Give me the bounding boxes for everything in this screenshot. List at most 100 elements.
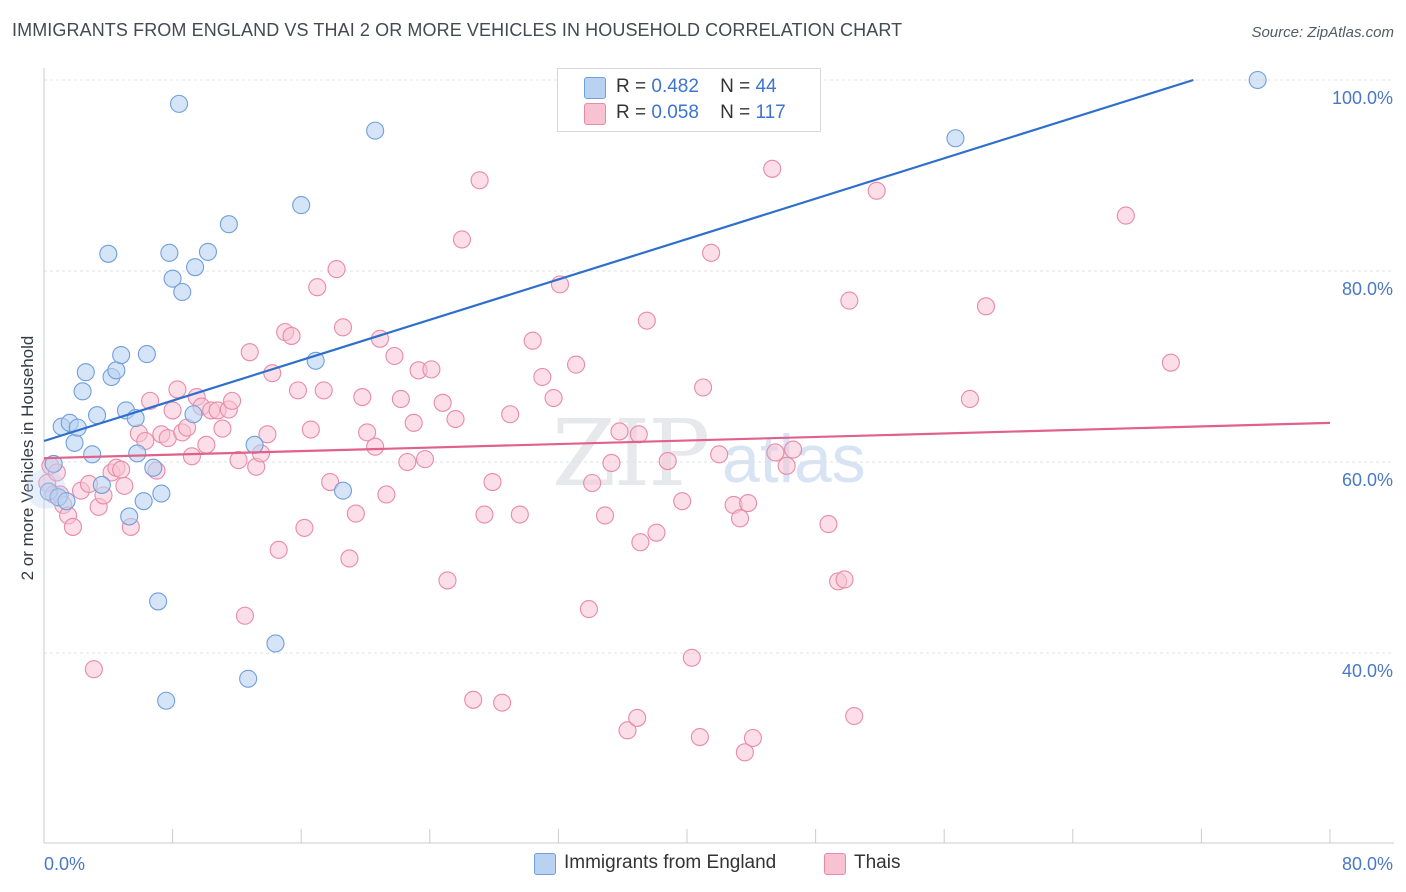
thais-point	[464, 690, 483, 709]
y-tick-label: 80.0%	[1342, 279, 1393, 299]
thais-point	[631, 533, 650, 552]
england-point	[163, 269, 182, 288]
england-trend-line	[43, 78, 1194, 443]
thais-point	[739, 494, 758, 513]
england-point	[186, 258, 205, 277]
thais-point	[314, 381, 333, 400]
thais-point	[533, 367, 552, 387]
thais-point	[867, 181, 886, 200]
thais-legend-swatch	[824, 853, 846, 875]
england-point	[44, 454, 63, 473]
thais-point	[602, 453, 621, 473]
thais-point	[629, 425, 648, 444]
thais-point	[321, 473, 340, 492]
thais-point	[1161, 353, 1180, 372]
thais-point	[976, 297, 996, 316]
england-point	[112, 345, 131, 365]
thais-point	[288, 381, 308, 400]
thais-point	[493, 693, 512, 712]
thais-point	[346, 504, 365, 523]
thais-point	[415, 450, 435, 469]
thais-point	[327, 260, 346, 279]
england-point	[266, 634, 285, 653]
thais-point	[223, 391, 242, 410]
thais-point	[523, 331, 542, 350]
thais-point	[63, 517, 82, 536]
thais-point	[835, 570, 854, 589]
thais-point	[141, 391, 160, 410]
r-value-england: 0.482	[651, 76, 699, 97]
thais-point	[595, 506, 615, 525]
thais-point	[366, 437, 385, 456]
thais-point	[637, 311, 656, 330]
tick-labels: 40.0% 60.0% 80.0% 100.0% 0.0% 80.0%	[44, 88, 1393, 874]
thais-point	[470, 171, 489, 190]
england-point	[128, 444, 147, 463]
thais-point	[112, 460, 131, 479]
watermark-atlas: atlas	[722, 421, 866, 497]
series-thais	[38, 159, 1180, 762]
thais-point	[308, 278, 327, 297]
england-point	[57, 492, 76, 511]
x-tick-label-min: 0.0%	[44, 854, 85, 874]
england-point-large	[25, 468, 66, 509]
england-point	[65, 433, 84, 452]
thais-point	[510, 505, 529, 524]
thais-point	[398, 452, 417, 472]
thais-point	[282, 326, 301, 345]
thais-point	[235, 606, 254, 625]
thais-point	[115, 476, 134, 495]
thais-point	[475, 505, 494, 524]
england-point	[152, 484, 171, 503]
england-point	[1248, 70, 1267, 90]
n-value-thais: 117	[755, 102, 786, 123]
thais-point	[628, 708, 647, 727]
england-point	[245, 435, 264, 454]
thais-point	[583, 473, 602, 493]
n-value-england: 44	[755, 76, 777, 97]
thais-point	[610, 422, 629, 441]
thais-point	[763, 159, 782, 178]
r-value-thais: 0.058	[651, 102, 699, 123]
r-label: R =	[616, 102, 647, 123]
thais-point	[182, 447, 201, 466]
england-point	[219, 215, 238, 234]
england-point	[157, 691, 176, 710]
england-point	[366, 121, 385, 140]
thais-point	[694, 378, 713, 397]
thais-point	[702, 243, 721, 262]
y-tick-label: 60.0%	[1342, 470, 1393, 490]
thais-point	[295, 518, 314, 537]
watermark-zip: ZIP	[552, 400, 710, 507]
thais-point	[377, 485, 396, 504]
thais-point	[673, 492, 692, 511]
thais-point	[766, 443, 785, 462]
n-label: N =	[720, 102, 751, 123]
thais-point	[391, 389, 410, 409]
stats-legend: R = 0.482 N = 44 R = 0.058 N = 117	[557, 68, 821, 132]
england-point	[83, 445, 102, 464]
thais-point	[197, 435, 216, 454]
england-point	[946, 129, 965, 148]
thais-point	[784, 440, 803, 459]
thais-point	[730, 509, 750, 528]
england-swatch	[584, 77, 606, 99]
thais-point	[213, 419, 232, 438]
england-point	[87, 406, 107, 425]
thais-point	[845, 706, 864, 726]
england-point	[107, 361, 126, 380]
thais-point	[710, 445, 729, 464]
thais-point	[777, 456, 796, 475]
england-point	[76, 363, 95, 382]
thais-point	[690, 727, 709, 747]
thais-point	[567, 355, 586, 374]
thais-point	[333, 318, 353, 337]
thais-point	[301, 420, 320, 439]
thais-point	[269, 540, 288, 559]
thais-point	[404, 413, 423, 432]
england-point	[144, 458, 163, 477]
thais-point	[163, 401, 182, 420]
thais-point	[658, 451, 677, 471]
thais-point	[358, 423, 377, 442]
